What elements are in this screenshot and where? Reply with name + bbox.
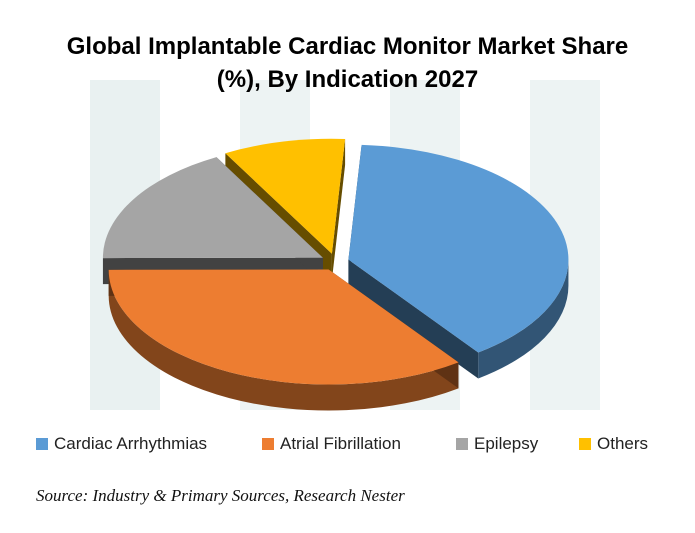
legend-item-others: Others xyxy=(579,434,648,454)
pie-slice-cardiac-arrhythmias xyxy=(348,144,569,353)
legend-item-cardiac-arrhythmias: Cardiac Arrhythmias xyxy=(36,434,207,454)
pie-slice-atrial-fibrillation xyxy=(108,269,459,385)
pie-slice-side-cardiac-arrhythmias xyxy=(478,259,569,379)
legend-label: Atrial Fibrillation xyxy=(280,434,401,453)
legend-item-atrial-fibrillation: Atrial Fibrillation xyxy=(262,434,401,454)
legend-label: Others xyxy=(597,434,649,453)
pie-slice-side-atrial-fibrillation xyxy=(108,269,459,411)
legend-swatch xyxy=(456,438,468,450)
pie-slice-epilepsy xyxy=(102,157,323,259)
chart-title-line-2: (%), By Indication 2027 xyxy=(216,66,479,93)
legend-label: Cardiac Arrhythmias xyxy=(54,434,208,453)
chart-title: Global Implantable Cardiac Monitor Marke… xyxy=(0,30,695,96)
legend-swatch xyxy=(579,438,591,450)
legend-label: Epilepsy xyxy=(474,434,539,453)
pie-slice-wall-others xyxy=(331,139,346,280)
legend-item-epilepsy: Epilepsy xyxy=(456,434,538,454)
legend-swatch xyxy=(262,438,274,450)
source-note: Source: Industry & Primary Sources, Rese… xyxy=(36,486,405,505)
chart-title-line-1: Global Implantable Cardiac Monitor Marke… xyxy=(66,33,629,60)
pie-slice-others xyxy=(225,138,346,254)
pie-slice-wall-cardiac-arrhythmias xyxy=(348,259,479,379)
legend-swatch xyxy=(36,438,48,450)
